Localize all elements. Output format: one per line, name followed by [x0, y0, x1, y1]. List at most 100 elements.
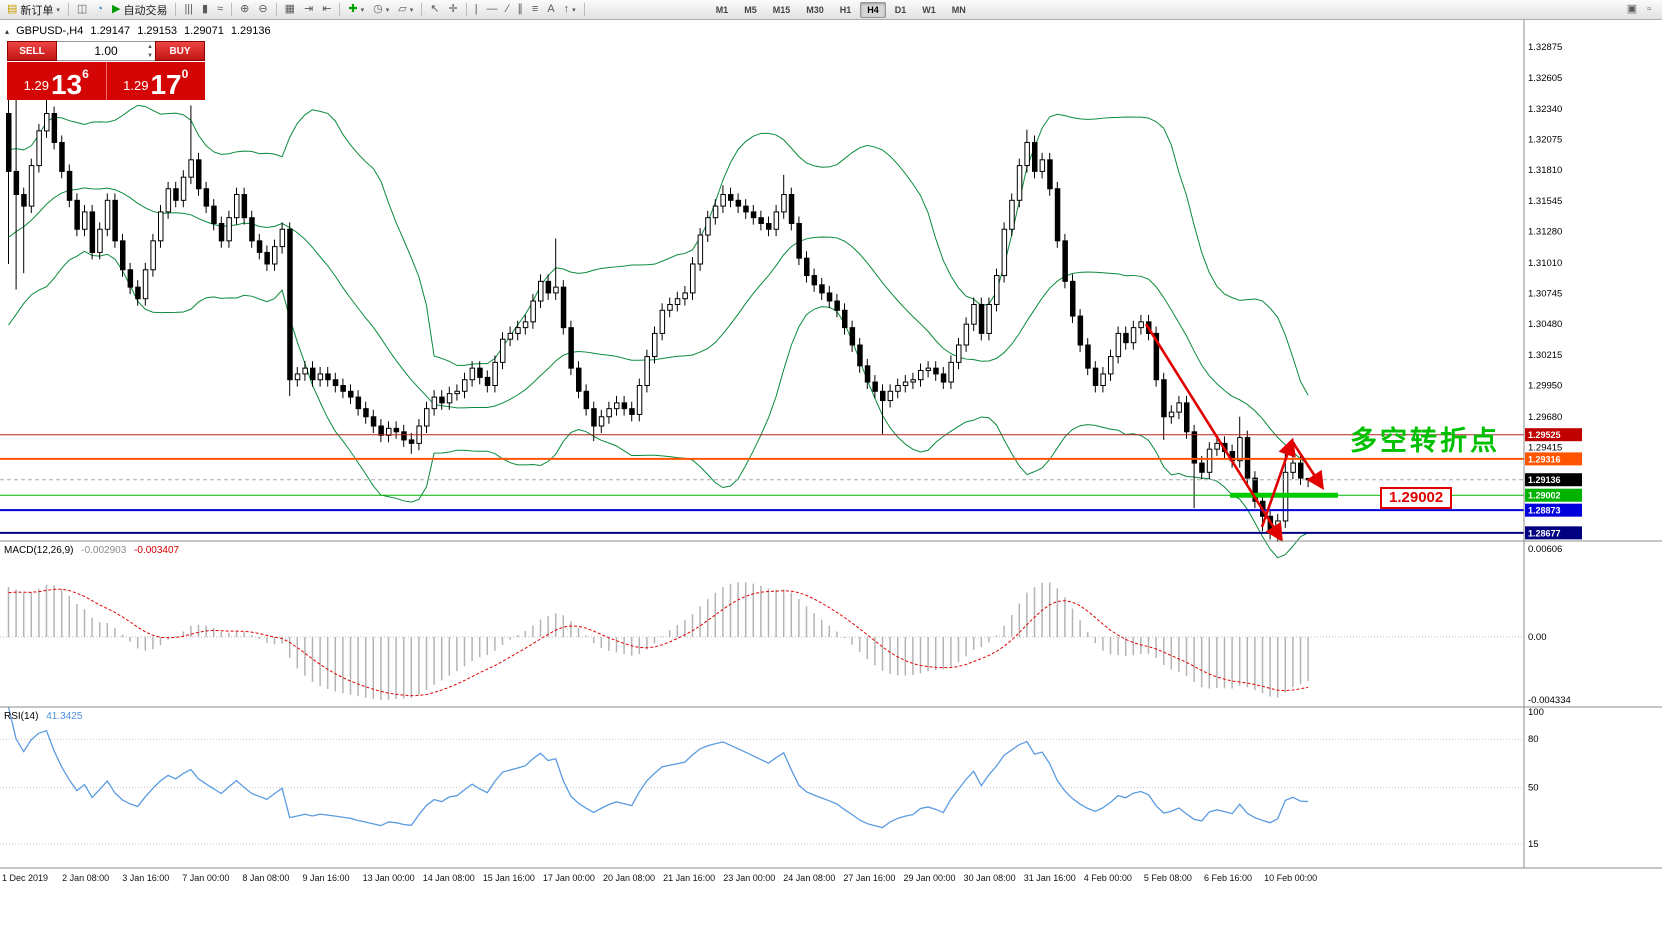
candle-body	[743, 205, 749, 213]
candle-body	[325, 373, 331, 381]
zoom-out-icon[interactable]: ⊖	[254, 1, 271, 18]
candle-body	[1115, 332, 1122, 358]
timeframe-m15[interactable]: M15	[772, 4, 791, 15]
profiles-icon[interactable]: ◔	[92, 1, 107, 18]
candle-body	[918, 369, 924, 381]
price-tag-label: 1.29002	[1528, 491, 1561, 501]
horizontal-line-icon-glyph: ―	[486, 3, 498, 15]
candle-body	[956, 344, 962, 363]
date-axis-label: 30 Jan 08:00	[964, 873, 1016, 883]
candle-body	[857, 344, 863, 367]
level-price-label[interactable]: 1.29002	[1380, 487, 1453, 509]
periods-icon-glyph: ◷	[373, 3, 383, 15]
date-axis-label: 31 Jan 16:00	[1024, 873, 1076, 883]
date-axis-label: 2 Jan 08:00	[62, 873, 109, 883]
periods-icon[interactable]: ◷ ▾	[369, 1, 393, 18]
candle-body	[340, 385, 346, 392]
channel-icon[interactable]: ∥	[513, 1, 527, 18]
volume-stepper[interactable]: 1.00 ▲ ▼	[57, 41, 155, 61]
buy-button[interactable]: BUY	[155, 41, 205, 61]
toolbar-separator	[275, 3, 277, 16]
timeframe-m1[interactable]: M1	[715, 4, 729, 15]
timeframe-h1[interactable]: H1	[839, 4, 852, 15]
buy-price-pip: 0	[181, 67, 189, 81]
text-label-icon[interactable]: A	[543, 1, 558, 18]
timeframe-m30[interactable]: M30	[806, 4, 824, 15]
spin-up-icon[interactable]: ▲	[147, 43, 153, 50]
chart-window-icon[interactable]: ▣	[1623, 1, 1641, 18]
candle-body	[36, 130, 42, 167]
timeframe-d1[interactable]: D1	[894, 4, 907, 15]
candle-body	[910, 379, 916, 383]
cursor-icon[interactable]: ↖	[426, 1, 443, 18]
candle-body	[1009, 199, 1015, 230]
chart-shift-icon[interactable]: ⇤	[318, 1, 335, 18]
price-axis-label: 1.30215	[1528, 350, 1562, 361]
vertical-line-icon[interactable]: |	[471, 1, 482, 18]
candle-body	[1161, 379, 1167, 418]
timeframe-mn[interactable]: MN	[951, 4, 966, 15]
horizontal-line-icon[interactable]: ―	[483, 1, 502, 18]
candle-body	[21, 194, 27, 207]
price-tag	[1525, 526, 1582, 540]
timeframe-m5[interactable]: M5	[744, 4, 757, 15]
autotrading-button[interactable]: ▶ 自动交易	[108, 1, 171, 18]
candle-body	[1206, 448, 1213, 473]
trendline-icon[interactable]: ∕	[503, 1, 513, 18]
candle-body	[598, 416, 605, 427]
candle-body	[1047, 159, 1053, 190]
buy-price-button[interactable]: 1.29 17 0	[105, 62, 206, 100]
autotrading-glyph: ▶	[111, 3, 121, 15]
timeframe-h4[interactable]: H4	[860, 1, 886, 18]
indicators-icon[interactable]: ✚ ▾	[344, 1, 368, 18]
candle-body	[728, 194, 734, 201]
candle-body	[826, 292, 833, 302]
main-toolbar: ▤ 新订单 ▾ ◫ ◔ ▶ 自动交易 ||| ▮ ≈ ⊕ ⊖ ▦ ⇥ ⇤ ✚ ▾ ◷ ▾ ▱ ▾ ↖ ✛ | ― ∕ ∥ ≡ A ↑ ▾ M1…	[0, 0, 1662, 20]
candle-body	[74, 199, 80, 230]
chart-collapse-icon[interactable]: ▴	[5, 27, 10, 36]
candle-body	[431, 396, 438, 410]
candle-body	[180, 176, 187, 201]
rsi-axis-label: 80	[1528, 734, 1539, 745]
rsi-indicator-label: RSI(14) 41.3425	[4, 711, 82, 722]
candle-body	[1153, 332, 1160, 381]
auto-scroll-icon[interactable]: ⇥	[300, 1, 317, 18]
price-tag	[1525, 503, 1582, 517]
arrow-objects-icon[interactable]: ↑ ▾	[560, 1, 580, 18]
tile-windows-icon[interactable]: ▦	[281, 1, 299, 18]
candle-chart-icon[interactable]: ▮	[198, 1, 212, 18]
volume-spin-buttons[interactable]: ▲ ▼	[147, 42, 153, 60]
candle-body	[6, 113, 12, 172]
new-order-button[interactable]: ▤ 新订单 ▾	[3, 1, 64, 18]
crosshair-icon[interactable]: ✛	[444, 1, 461, 18]
auto-scroll-icon-glyph: ⇥	[303, 3, 314, 15]
candle-body	[1237, 437, 1243, 462]
candle-body	[462, 379, 468, 392]
trend-arrow-line[interactable]	[1260, 437, 1296, 528]
fibonacci-icon[interactable]: ≡	[528, 1, 542, 18]
candle-body	[1275, 520, 1281, 531]
candle-body	[842, 309, 848, 329]
timeframe-w1[interactable]: W1	[922, 4, 936, 15]
panel-toggle-icon[interactable]: ▫	[1643, 1, 1655, 18]
candle-body	[1062, 240, 1068, 282]
candle-body	[948, 361, 954, 383]
trend-arrow-line[interactable]	[1144, 323, 1283, 543]
candle-body	[1214, 442, 1220, 450]
bar-chart-icon[interactable]: |||	[180, 1, 197, 18]
date-axis-label: 7 Jan 00:00	[182, 873, 229, 883]
zoom-in-icon[interactable]: ⊕	[236, 1, 253, 18]
line-chart-icon[interactable]: ≈	[213, 1, 227, 18]
templates-icon[interactable]: ▱ ▾	[394, 1, 417, 18]
turning-point-annotation[interactable]: 多空转折点	[1350, 426, 1500, 456]
spin-down-icon[interactable]: ▼	[147, 52, 153, 59]
chart-windows-icon[interactable]: ◫	[73, 1, 91, 18]
sell-price-button[interactable]: 1.29 13 6	[7, 62, 106, 100]
candle-body	[89, 211, 96, 253]
rsi-axis-label: 15	[1528, 839, 1539, 850]
toolbar-separator	[465, 3, 467, 16]
sell-button[interactable]: SELL	[7, 41, 57, 61]
trend-arrow-line[interactable]	[1290, 440, 1324, 491]
candle-body	[393, 427, 400, 433]
